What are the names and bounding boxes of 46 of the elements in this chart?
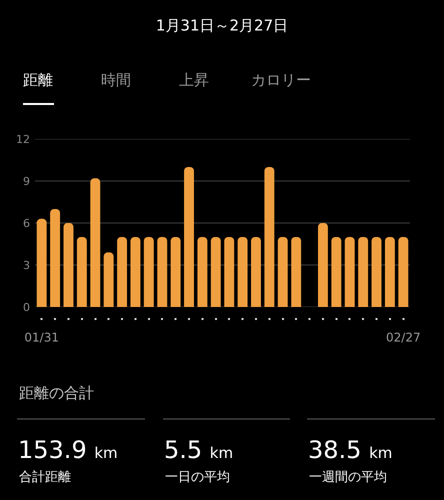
bar	[50, 209, 60, 307]
text: カロリー	[251, 71, 311, 89]
bar	[372, 237, 382, 307]
chart-title: 1月31日～2月27日	[156, 16, 288, 34]
text: 上昇	[179, 71, 209, 89]
bar	[291, 237, 302, 307]
text: 38.5 km	[308, 436, 392, 464]
bar	[157, 237, 168, 307]
bar	[170, 237, 181, 307]
text: 一週間の平均	[309, 470, 387, 485]
bar	[144, 237, 154, 307]
bar	[251, 237, 261, 307]
bar	[331, 237, 342, 307]
text: 合計距離	[19, 470, 71, 485]
x-tick-label: 01/31	[24, 330, 59, 344]
y-tick-label: 12	[16, 132, 30, 146]
bar	[264, 167, 274, 307]
text: 距離	[23, 71, 53, 89]
y-tick-label: 3	[23, 258, 30, 272]
bar	[130, 237, 140, 307]
bar	[104, 252, 114, 307]
text: 時間	[101, 71, 131, 89]
bar	[76, 237, 87, 307]
y-tick-label: 6	[23, 216, 30, 230]
bar	[398, 237, 408, 307]
y-tick-label: 9	[23, 174, 30, 188]
bar	[278, 237, 288, 307]
text: 153.9 km	[18, 436, 118, 464]
bar	[184, 167, 194, 307]
bar	[64, 223, 74, 307]
bar	[90, 178, 100, 307]
bar	[210, 237, 221, 307]
bar	[197, 237, 208, 307]
bar	[384, 237, 395, 307]
bar	[224, 237, 234, 307]
y-tick-label: 0	[23, 300, 30, 314]
text: 距離の合計	[19, 384, 94, 402]
bar	[344, 237, 355, 307]
x-tick-label: 02/27	[386, 330, 421, 344]
bar	[318, 223, 328, 307]
text: 5.5 km	[164, 436, 234, 464]
text: 一日の平均	[165, 470, 230, 485]
bar	[358, 237, 368, 307]
bar	[117, 237, 128, 307]
bar	[36, 218, 47, 307]
bar	[238, 237, 248, 307]
